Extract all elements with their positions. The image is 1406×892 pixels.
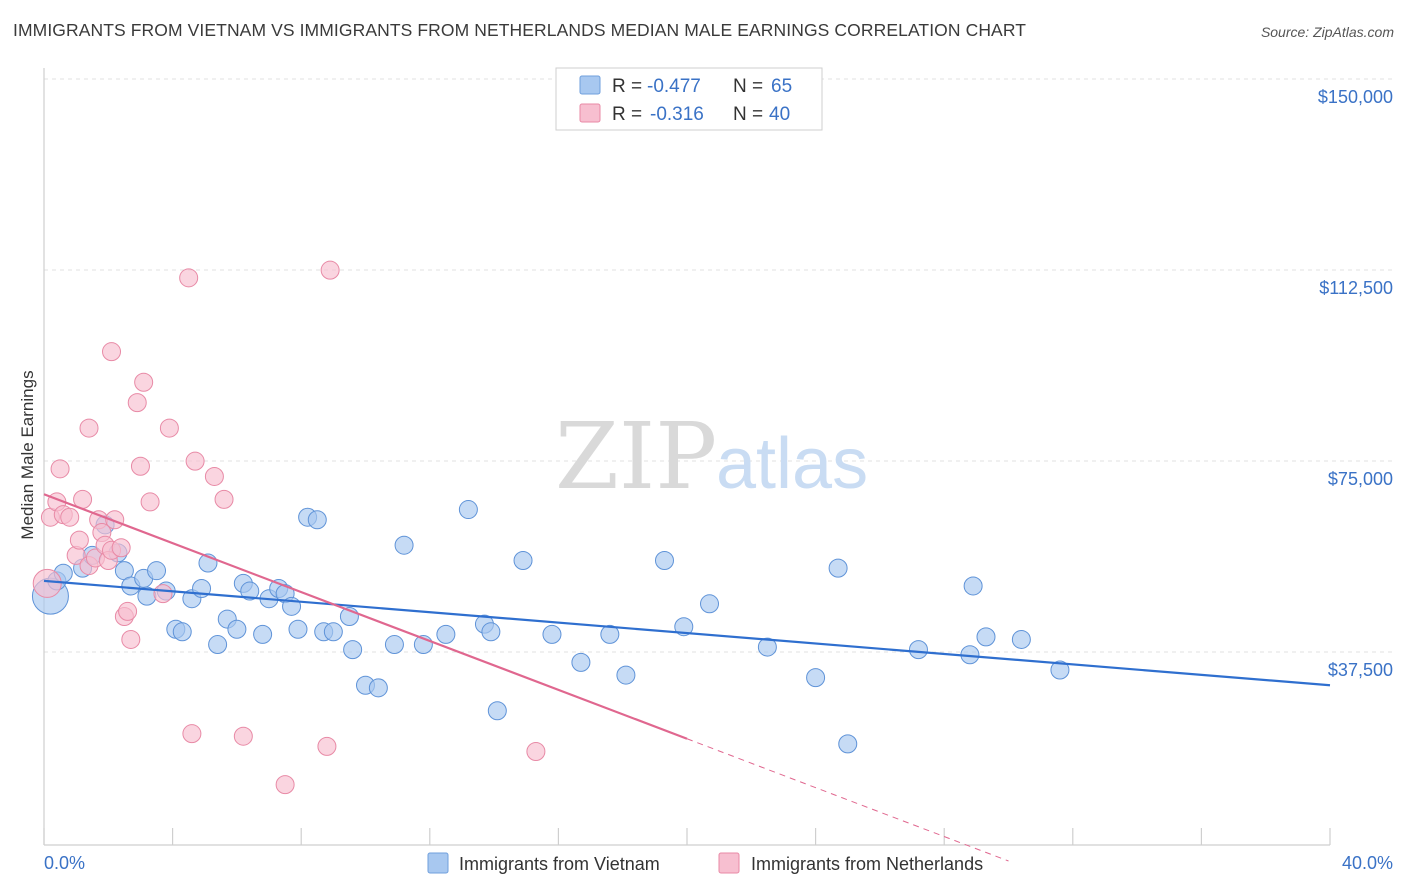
vietnam-point — [240, 581, 260, 601]
watermark: ZIP atlas — [555, 403, 868, 510]
vietnam-point — [384, 635, 404, 655]
vietnam-point — [487, 701, 507, 721]
netherlands-point — [214, 489, 234, 509]
vietnam-point — [368, 678, 388, 698]
vietnam-point — [654, 550, 674, 570]
y-tick-label: $75,000 — [1328, 469, 1393, 489]
vietnam-point — [343, 640, 363, 660]
vietnam-point — [700, 594, 720, 614]
legend-n-value-vietnam: 65 — [771, 76, 792, 97]
netherlands-point — [69, 530, 89, 550]
legend-r-label-vietnam: R = — [612, 76, 642, 97]
gridlines — [44, 78, 1395, 653]
vietnam-point — [571, 652, 591, 672]
legend-n-value-netherlands: 40 — [769, 104, 790, 125]
source-credit: Source: ZipAtlas.com — [1260, 24, 1394, 40]
series-legend-label-netherlands: Immigrants from Netherlands — [751, 854, 983, 874]
netherlands-point — [118, 601, 138, 621]
vietnam-point — [147, 561, 167, 581]
vietnam-point — [828, 558, 848, 578]
vietnam-point — [227, 619, 247, 639]
chart-title: IMMIGRANTS FROM VIETNAM VS IMMIGRANTS FR… — [13, 20, 1027, 40]
legend-r-value-netherlands: -0.316 — [650, 104, 704, 125]
series-legend-swatch-netherlands — [718, 852, 740, 874]
netherlands-point — [140, 492, 160, 512]
vietnam-point — [963, 576, 983, 596]
vietnam-point — [838, 734, 858, 754]
netherlands-point — [153, 584, 173, 604]
y-tick-label: $150,000 — [1318, 87, 1393, 107]
vietnam-point — [542, 624, 562, 644]
x-tick-label: 40.0% — [1342, 853, 1393, 873]
watermark-zip: ZIP — [555, 403, 717, 510]
x-tick-label: 0.0% — [44, 853, 85, 873]
vietnam-point — [806, 668, 826, 688]
netherlands-point — [134, 372, 154, 392]
legend-swatch-vietnam — [579, 75, 601, 95]
netherlands-point — [179, 268, 199, 288]
netherlands-point — [130, 456, 150, 476]
y-tick-label: $37,500 — [1328, 660, 1393, 680]
vietnam-point — [1011, 629, 1031, 649]
netherlands-point — [105, 510, 125, 530]
vietnam-point — [674, 617, 694, 637]
vietnam-point — [600, 624, 620, 644]
series-legend-swatch-vietnam — [427, 852, 449, 874]
netherlands-point — [275, 775, 295, 795]
vietnam-point — [288, 619, 308, 639]
legend-n-label-netherlands: N = — [733, 104, 763, 125]
watermark-atlas: atlas — [716, 424, 868, 504]
vietnam-point — [1050, 660, 1070, 680]
vietnam-point — [908, 640, 928, 660]
netherlands-point — [121, 629, 141, 649]
scatter-points — [31, 260, 1070, 795]
netherlands-point — [320, 260, 340, 280]
vietnam-point — [307, 510, 327, 530]
vietnam-point — [253, 624, 273, 644]
legend-r-value-vietnam: -0.477 — [647, 76, 701, 97]
legend-r-label-netherlands: R = — [612, 104, 642, 125]
netherlands-point — [111, 538, 131, 558]
vietnam-point — [481, 622, 501, 642]
y-axis-label: Median Male Earnings — [18, 370, 37, 539]
netherlands-point — [50, 459, 70, 479]
vietnam-point — [458, 500, 478, 520]
vietnam-point — [208, 635, 228, 655]
vietnam-point — [616, 665, 636, 685]
y-tick-labels: $37,500 $75,000 $112,500 $150,000 — [1318, 87, 1393, 680]
netherlands-point — [60, 507, 80, 527]
netherlands-trend-line — [43, 493, 688, 740]
stats-legend: R = -0.477 N = 65 R = -0.316 N = 40 — [555, 67, 823, 131]
vietnam-point — [976, 627, 996, 647]
netherlands-point — [185, 451, 205, 471]
vietnam-trend-line — [43, 579, 1331, 687]
netherlands-point — [102, 342, 122, 362]
netherlands-point — [526, 741, 546, 761]
vietnam-point — [757, 637, 777, 657]
vietnam-point — [323, 622, 343, 642]
netherlands-point — [182, 724, 202, 744]
netherlands-point — [159, 418, 179, 438]
y-tick-label: $112,500 — [1319, 278, 1393, 298]
legend-n-label-vietnam: N = — [733, 76, 763, 97]
series-legend: Immigrants from Vietnam Immigrants from … — [427, 852, 983, 874]
netherlands-trend-extension — [686, 738, 1009, 862]
netherlands-point — [127, 393, 147, 413]
netherlands-point — [79, 418, 99, 438]
trend-lines — [43, 493, 1331, 862]
vietnam-point — [436, 624, 456, 644]
x-tick-labels: 0.0% 40.0% — [44, 853, 1393, 873]
vietnam-point — [172, 622, 192, 642]
series-legend-label-vietnam: Immigrants from Vietnam — [459, 854, 660, 874]
netherlands-point — [32, 568, 62, 598]
vietnam-point — [394, 535, 414, 555]
netherlands-point — [204, 466, 224, 486]
netherlands-point — [233, 726, 253, 746]
netherlands-point — [317, 736, 337, 756]
legend-swatch-netherlands — [579, 103, 601, 123]
axes — [43, 68, 1331, 846]
vietnam-point — [513, 550, 533, 570]
